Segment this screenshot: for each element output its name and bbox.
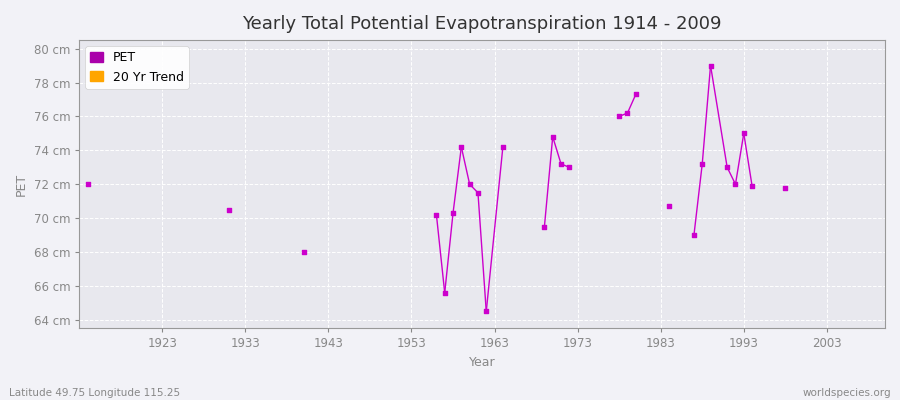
- Point: [537, 224, 552, 230]
- Point: [496, 144, 510, 150]
- Title: Yearly Total Potential Evapotranspiration 1914 - 2009: Yearly Total Potential Evapotranspiratio…: [242, 15, 722, 33]
- Point: [612, 113, 626, 120]
- Point: [471, 190, 485, 196]
- Legend: PET, 20 Yr Trend: PET, 20 Yr Trend: [86, 46, 189, 89]
- Point: [479, 308, 493, 315]
- X-axis label: Year: Year: [469, 356, 495, 369]
- Point: [695, 161, 709, 167]
- Point: [80, 181, 94, 188]
- Point: [620, 110, 634, 116]
- Point: [454, 144, 469, 150]
- Point: [463, 181, 477, 188]
- Point: [562, 164, 577, 170]
- Point: [296, 249, 310, 255]
- Point: [221, 206, 236, 213]
- Text: Latitude 49.75 Longitude 115.25: Latitude 49.75 Longitude 115.25: [9, 388, 180, 398]
- Point: [545, 134, 560, 140]
- Point: [720, 164, 734, 170]
- Text: worldspecies.org: worldspecies.org: [803, 388, 891, 398]
- Point: [687, 232, 701, 238]
- Point: [736, 130, 751, 136]
- Point: [437, 290, 452, 296]
- Point: [778, 184, 793, 191]
- Point: [745, 183, 760, 189]
- Point: [446, 210, 460, 216]
- Point: [662, 203, 676, 210]
- Point: [704, 62, 718, 69]
- Point: [728, 181, 742, 188]
- Y-axis label: PET: PET: [15, 173, 28, 196]
- Point: [628, 91, 643, 98]
- Point: [429, 212, 444, 218]
- Point: [554, 161, 568, 167]
